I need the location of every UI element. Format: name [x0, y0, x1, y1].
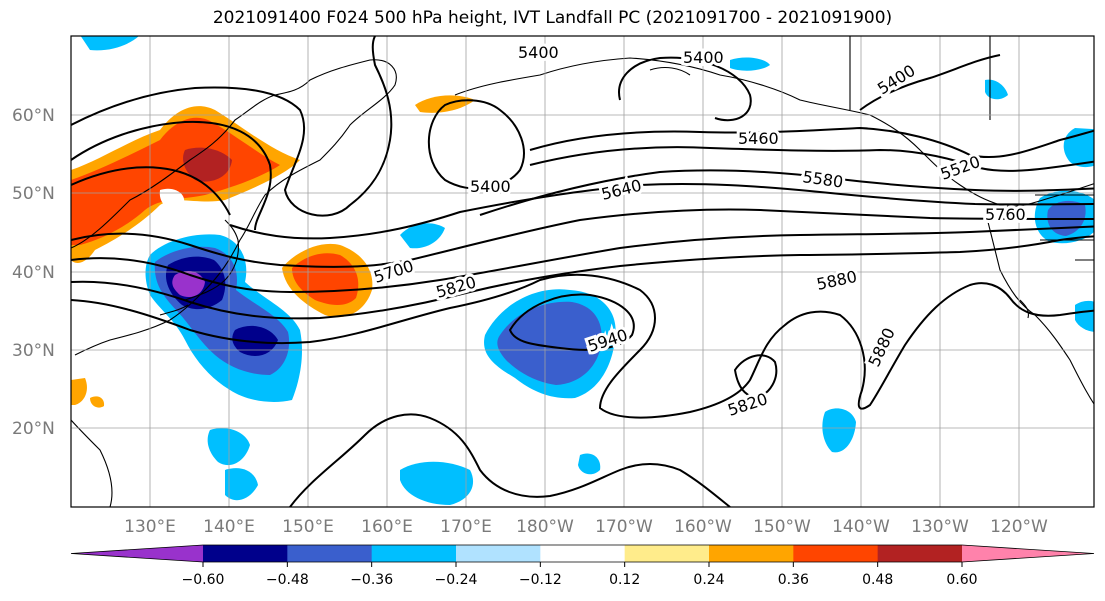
colorbar-swatches [70, 544, 1095, 563]
colorbar-tick-label: −0.60 [182, 572, 225, 588]
lon-label: 160°E [361, 517, 413, 537]
colorbar-swatch [709, 545, 794, 562]
lon-label: 170°W [595, 517, 653, 537]
lat-label: 30°N [12, 341, 55, 361]
coastline-alaska [454, 57, 1094, 207]
contour-5400-east [618, 56, 752, 122]
contour-label: 5400 [683, 48, 724, 67]
colorbar-swatch [203, 545, 288, 562]
lon-label: 130°E [124, 517, 176, 537]
contour-5820-low [733, 354, 778, 400]
lat-label: 20°N [12, 419, 55, 439]
contour-5460 [71, 120, 1094, 231]
lon-label: 160°W [674, 517, 732, 537]
contour-5880-main [71, 273, 1094, 419]
latitude-labels: 60°N 50°N 40°N 30°N 20°N [12, 106, 55, 439]
contour-label: 5460 [738, 129, 779, 148]
colorbar-swatch [371, 545, 457, 562]
colorbar: −0.60 −0.48 −0.36 −0.24 −0.12 0.12 0.24 0.36 0.4… [70, 544, 1095, 588]
colorbar-tick-label: −0.48 [266, 572, 309, 588]
colorbar-swatch [793, 545, 879, 562]
lon-label: 170°E [440, 517, 492, 537]
lat-label: 50°N [12, 184, 55, 204]
colorbar-tick-label: 0.48 [862, 572, 893, 588]
contour-5940 [508, 293, 635, 351]
contour-5400-west [71, 36, 393, 217]
colorbar-swatch [877, 545, 963, 562]
graticule [71, 36, 1094, 507]
colorbar-swatch [624, 545, 710, 562]
colorbar-tick-label: 0.12 [609, 572, 640, 588]
colorbar-tick-label: −0.24 [435, 572, 478, 588]
colorbar-swatch [456, 545, 541, 562]
colorbar-swatch [540, 545, 626, 562]
contour-5700 [71, 208, 1094, 268]
contour-5520 [529, 146, 1094, 172]
lat-label: 40°N [12, 263, 55, 283]
contour-5760 [71, 225, 1094, 294]
contour-5580 [71, 166, 1094, 216]
lon-label: 150°E [282, 517, 334, 537]
colorbar-tick-label: 0.24 [693, 572, 724, 588]
lon-label: 120°W [990, 517, 1048, 537]
colorbar-tick-label: 0.60 [946, 572, 977, 588]
contour-5820-main [71, 235, 1094, 320]
lon-label: 140°W [832, 517, 890, 537]
contour-5640 [229, 182, 1094, 240]
colorbar-extend-low [71, 545, 203, 562]
lon-label: 140°E [203, 517, 255, 537]
contour-label: 5760 [985, 205, 1026, 224]
longitude-labels: 130°E 140°E 150°E 160°E 170°E 180°W 170°… [124, 517, 1048, 537]
colorbar-swatch [287, 545, 373, 562]
colorbar-extend-high [962, 545, 1094, 562]
contour-label: 5400 [518, 43, 559, 62]
map-frame [70, 35, 1095, 508]
lon-label: 130°W [911, 517, 969, 537]
contour-5400-low [427, 99, 525, 190]
colorbar-tick-label: −0.36 [350, 572, 393, 588]
colorbar-tick-label: 0.36 [778, 572, 809, 588]
height-contours [71, 36, 1094, 507]
map-title: 2021091400 F024 500 hPa height, IVT Land… [212, 8, 893, 28]
lon-label: 180°W [516, 517, 574, 537]
coastline-japan [184, 219, 239, 301]
lon-label: 150°W [753, 517, 811, 537]
colorbar-tick-label: −0.12 [519, 572, 562, 588]
colorbar-ticks: −0.60 −0.48 −0.36 −0.24 −0.12 0.12 0.24 0.36 0.4… [182, 562, 978, 588]
lat-label: 60°N [12, 106, 55, 126]
contour-label: 5400 [470, 177, 511, 196]
